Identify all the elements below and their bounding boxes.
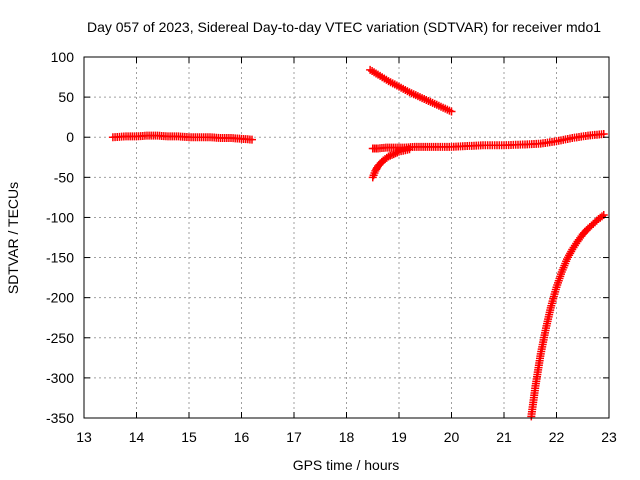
data-point xyxy=(599,130,608,139)
y-tick-label: -300 xyxy=(46,370,74,386)
x-axis-label: GPS time / hours xyxy=(293,457,400,473)
x-tick-label: 15 xyxy=(181,429,197,445)
x-tick-label: 17 xyxy=(286,429,302,445)
data-point xyxy=(389,150,398,159)
y-axis-label: SDTVAR / TECUs xyxy=(5,182,21,294)
tick-labels: 13 14 15 16 17 18 19 20 21 22 23 100 50 0 -50 -100 -150 -… xyxy=(46,49,617,445)
data-point xyxy=(405,145,414,154)
data-points xyxy=(108,65,608,421)
x-tick-label: 21 xyxy=(496,429,512,445)
chart-grid xyxy=(84,57,609,418)
data-point-interp xyxy=(598,212,606,221)
data-point-interp xyxy=(386,151,395,160)
series-segment-4 xyxy=(368,145,414,182)
y-tick-label: 50 xyxy=(58,89,74,105)
x-tick-label: 23 xyxy=(601,429,617,445)
y-tick-label: -350 xyxy=(46,410,74,426)
data-point-interp xyxy=(393,148,402,157)
x-tick-label: 22 xyxy=(549,429,565,445)
series-segment-1 xyxy=(108,131,256,144)
y-tick-label: -150 xyxy=(46,250,74,266)
axis-ticks xyxy=(83,56,610,419)
y-tick-label: -100 xyxy=(46,209,74,225)
y-tick-label: -250 xyxy=(46,330,74,346)
y-tick-label: 0 xyxy=(66,129,74,145)
x-tick-label: 19 xyxy=(391,429,407,445)
y-tick-label: -50 xyxy=(54,169,74,185)
x-tick-label: 18 xyxy=(339,429,355,445)
chart-title: Day 057 of 2023, Sidereal Day-to-day VTE… xyxy=(87,19,601,35)
y-tick-label: -200 xyxy=(46,290,74,306)
series-segment-2 xyxy=(366,65,456,116)
x-tick-label: 13 xyxy=(76,429,92,445)
data-point-interp xyxy=(391,149,400,158)
x-tick-label: 20 xyxy=(444,429,460,445)
series-segment-3 xyxy=(368,130,608,153)
data-point xyxy=(447,107,456,116)
data-point xyxy=(248,135,256,144)
y-tick-label: 100 xyxy=(51,49,75,65)
x-tick-label: 16 xyxy=(234,429,250,445)
x-tick-label: 14 xyxy=(129,429,145,445)
data-point xyxy=(384,152,393,161)
series-segment-5 xyxy=(527,211,608,421)
data-point-interp xyxy=(388,150,396,159)
